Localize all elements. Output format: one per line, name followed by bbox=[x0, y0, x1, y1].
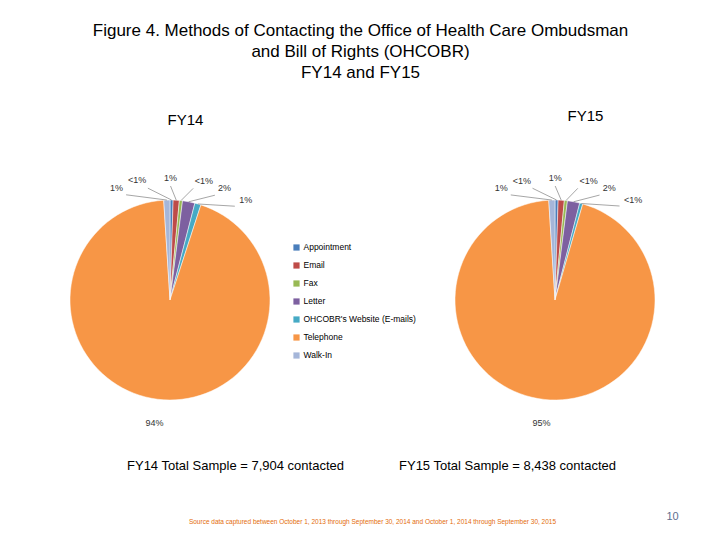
svg-text:FY14 Total Sample = 7,904 cont: FY14 Total Sample = 7,904 contacted bbox=[127, 458, 344, 473]
svg-text:FY14 and FY15: FY14 and FY15 bbox=[301, 63, 420, 82]
svg-text:OHCOBR's Website (E-mails): OHCOBR's Website (E-mails) bbox=[304, 314, 417, 324]
svg-text:<1%: <1% bbox=[195, 176, 213, 186]
svg-text:<1%: <1% bbox=[624, 195, 642, 205]
svg-text:2%: 2% bbox=[218, 183, 231, 193]
svg-text:Letter: Letter bbox=[304, 296, 326, 306]
svg-text:95%: 95% bbox=[532, 418, 550, 428]
svg-text:1%: 1% bbox=[110, 183, 123, 193]
svg-text:1%: 1% bbox=[164, 173, 177, 183]
svg-text:2%: 2% bbox=[603, 183, 616, 193]
svg-text:and Bill of Rights (OHCOBR): and Bill of Rights (OHCOBR) bbox=[251, 42, 469, 61]
svg-text:1%: 1% bbox=[549, 173, 562, 183]
svg-text:10: 10 bbox=[666, 510, 678, 522]
svg-text:1%: 1% bbox=[239, 195, 252, 205]
svg-text:FY14: FY14 bbox=[168, 111, 204, 128]
svg-text:<1%: <1% bbox=[579, 176, 597, 186]
svg-text:FY15: FY15 bbox=[568, 107, 604, 124]
svg-text:<1%: <1% bbox=[513, 176, 531, 186]
svg-text:94%: 94% bbox=[145, 418, 163, 428]
svg-text:Telephone: Telephone bbox=[304, 332, 344, 342]
svg-text:Appointment: Appointment bbox=[304, 242, 352, 252]
svg-text:Walk-In: Walk-In bbox=[304, 350, 333, 360]
svg-text:FY15 Total Sample = 8,438 cont: FY15 Total Sample = 8,438 contacted bbox=[399, 458, 616, 473]
svg-text:<1%: <1% bbox=[128, 175, 146, 185]
svg-text:Source data captured between O: Source data captured between October 1, … bbox=[189, 518, 557, 526]
svg-text:1%: 1% bbox=[495, 183, 508, 193]
svg-text:Fax: Fax bbox=[304, 278, 319, 288]
svg-text:Figure 4. Methods of Contactin: Figure 4. Methods of Contacting the Offi… bbox=[93, 21, 628, 40]
svg-text:Email: Email bbox=[304, 260, 325, 270]
